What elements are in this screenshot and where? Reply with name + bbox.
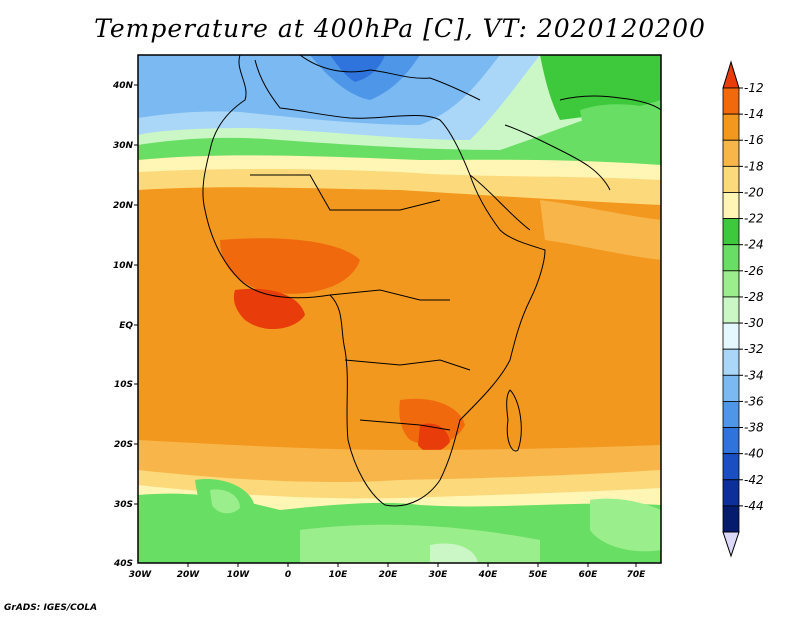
colorbar-label: -12 <box>744 81 764 95</box>
colorbar-swatch <box>722 87 740 115</box>
lat-label: 10N <box>113 261 134 271</box>
colorbar-swatch <box>722 113 740 141</box>
lat-label: EQ <box>119 321 133 331</box>
lat-axis: 40N 30N 20N 10N EQ 10S 20S 30S 40S <box>112 81 134 569</box>
colorbar-swatch <box>722 348 740 376</box>
colorbar-swatch <box>722 270 740 298</box>
colorbar-label: -14 <box>744 107 764 121</box>
lon-ticks <box>187 563 637 567</box>
colorbar-swatch <box>722 479 740 507</box>
colorbar-swatch <box>722 374 740 402</box>
colorbar-swatch <box>722 165 740 193</box>
lon-label: 10E <box>329 570 349 580</box>
colorbar-swatch <box>722 192 740 219</box>
colorbar-label: -44 <box>744 499 764 513</box>
colorbar-label: -42 <box>744 473 764 487</box>
lon-label: 50E <box>529 570 549 580</box>
lon-label: 70E <box>627 570 647 580</box>
lon-label: 10W <box>227 570 251 580</box>
colorbar-label: -16 <box>744 133 764 147</box>
colorbar-label: -26 <box>744 264 764 278</box>
colorbar-label: -20 <box>744 185 764 199</box>
coastlines <box>202 55 661 507</box>
colorbar-swatch <box>722 453 740 481</box>
colorbar-label: -32 <box>744 342 764 356</box>
colorbar: -12 -14 -16 -18 -20 -22 -24 -26 -28 -30 -32 -34 -36 -… <box>722 60 764 558</box>
lat-label: 40N <box>112 81 134 91</box>
lat-label: 20S <box>114 440 133 450</box>
lon-label: 20E <box>379 570 399 580</box>
lat-label: 40S <box>113 559 133 569</box>
lat-ticks <box>134 84 138 505</box>
colorbar-swatch <box>722 296 740 324</box>
colorbar-label: -36 <box>744 394 764 408</box>
colorbar-bottom-arrow <box>722 531 740 558</box>
lon-label: 30W <box>129 570 153 580</box>
colorbar-label: -24 <box>744 238 764 252</box>
lat-label: 30S <box>114 500 133 510</box>
lat-label: 10S <box>114 380 133 390</box>
lon-axis: 30W 20W 10W 0 10E 20E 30E 40E 50E 60E 70… <box>129 570 646 580</box>
lon-label: 30E <box>429 570 449 580</box>
map-title: Temperature at 400hPa [C], VT: 202012020… <box>94 14 706 43</box>
colorbar-label: -18 <box>744 159 764 173</box>
colorbar-label: -38 <box>744 421 764 435</box>
lon-label: 20W <box>177 570 201 580</box>
colorbar-swatch <box>722 244 740 272</box>
colorbar-swatch <box>722 322 740 350</box>
colorbar-swatch <box>722 139 740 167</box>
map-frame <box>137 54 662 564</box>
colorbar-label: -34 <box>744 368 764 382</box>
colorbar-swatch <box>722 401 740 428</box>
lat-label: 30N <box>113 141 134 151</box>
lon-label: 40E <box>478 570 499 580</box>
lon-label: 0 <box>285 570 291 580</box>
colorbar-label: -30 <box>744 316 764 330</box>
temperature-field <box>138 55 661 563</box>
colorbar-label: -40 <box>744 447 764 461</box>
lon-label: 60E <box>579 570 599 580</box>
colorbar-top-arrow <box>722 60 740 89</box>
colorbar-label: -28 <box>744 290 764 304</box>
colorbar-swatch <box>722 218 740 246</box>
colorbar-label: -22 <box>744 212 764 226</box>
colorbar-swatch <box>722 505 740 533</box>
colorbar-swatch <box>722 427 740 455</box>
credit-text: GrADS: IGES/COLA <box>4 603 98 613</box>
lat-label: 20N <box>113 201 134 211</box>
